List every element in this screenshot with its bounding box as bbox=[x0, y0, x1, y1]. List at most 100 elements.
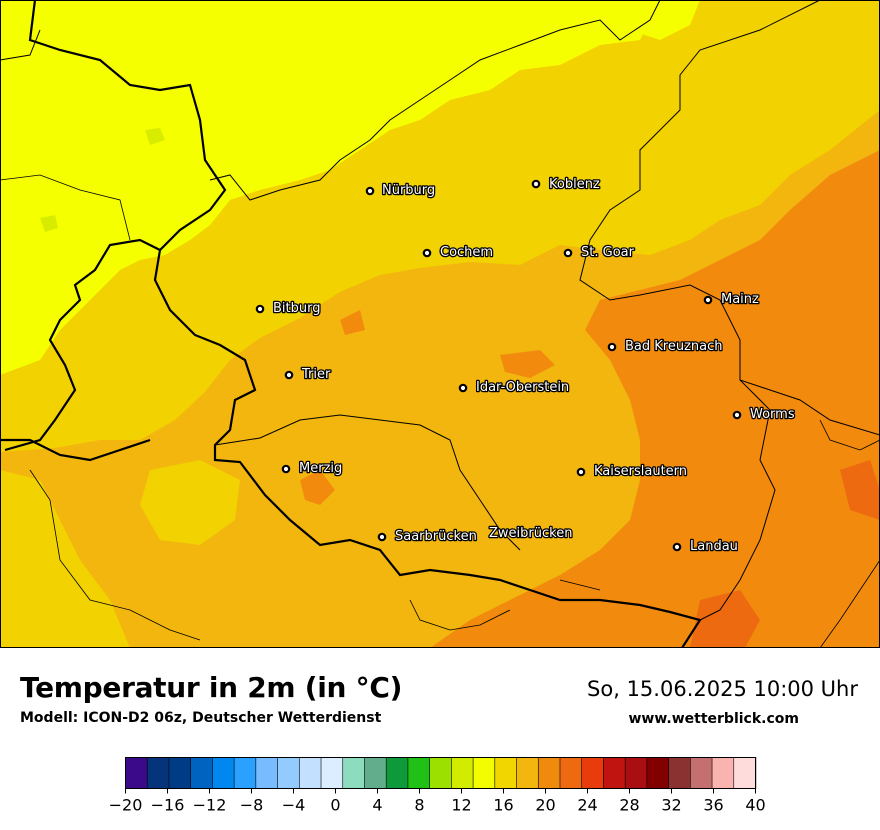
color-scale-tick-label: 16 bbox=[493, 796, 513, 815]
city-label: St. Goar bbox=[581, 245, 635, 260]
city-marker bbox=[531, 179, 541, 189]
color-scale-swatch bbox=[190, 757, 214, 789]
city-koblenz: Koblenz bbox=[531, 176, 601, 193]
city-marker bbox=[607, 342, 617, 352]
color-scale-swatches bbox=[125, 757, 757, 789]
city-mainz: Mainz bbox=[703, 291, 760, 308]
color-scale-swatch bbox=[559, 757, 583, 789]
temperature-map: Nürburg Koblenz Cochem St. Goar Bitburg … bbox=[0, 0, 880, 648]
city-label: Kaiserslautern bbox=[594, 464, 687, 479]
city-label: Merzig bbox=[299, 461, 342, 476]
city-marker bbox=[377, 532, 387, 542]
city-merzig: Merzig bbox=[281, 460, 344, 477]
color-scale: −20 −16 −12 −8 −4 0 4 8 12 16 20 24 28 32 36 40 bbox=[110, 757, 766, 815]
color-scale-tick-label: 8 bbox=[414, 796, 424, 815]
color-scale-tick-label: −20 bbox=[110, 796, 142, 815]
city-marker bbox=[703, 295, 713, 305]
city-marker bbox=[732, 410, 742, 420]
color-scale-swatch bbox=[320, 757, 344, 789]
model-subtitle: Modell: ICON-D2 06z, Deutscher Wetterdie… bbox=[20, 710, 382, 726]
temp-field-22-24-spot bbox=[340, 310, 555, 378]
city-label: Bitburg bbox=[273, 301, 321, 316]
city-st-goar: St. Goar bbox=[563, 244, 636, 261]
city-marker bbox=[672, 542, 682, 552]
city-bad-kreuznach: Bad Kreuznach bbox=[607, 338, 724, 355]
color-scale-swatch bbox=[537, 757, 561, 789]
temp-field-18-20-sw bbox=[0, 470, 130, 648]
temp-field-22-24 bbox=[430, 150, 880, 648]
color-scale-swatch bbox=[233, 757, 257, 789]
color-scale-swatch bbox=[472, 757, 496, 789]
color-scale-swatch bbox=[429, 757, 453, 789]
color-scale-swatch bbox=[690, 757, 713, 789]
borders bbox=[0, 0, 880, 648]
temp-field-16-18 bbox=[0, 0, 660, 375]
color-scale-swatch bbox=[451, 757, 474, 789]
color-scale-tick-label: 12 bbox=[451, 796, 471, 815]
color-scale-swatch bbox=[298, 757, 322, 789]
city-marker bbox=[284, 370, 294, 380]
city-idar-oberstein: Idar-Oberstein bbox=[458, 379, 570, 396]
city-nurburg: Nürburg bbox=[365, 182, 436, 199]
color-scale-tick-label: −12 bbox=[193, 796, 227, 815]
city-label: Nürburg bbox=[382, 183, 435, 198]
color-scale-frame bbox=[125, 757, 756, 789]
color-scale-swatch bbox=[516, 757, 539, 789]
color-scale-swatch bbox=[342, 757, 366, 789]
color-scale-tick-label: −8 bbox=[240, 796, 264, 815]
color-scale-swatch bbox=[407, 757, 431, 789]
country-border-lu-de bbox=[153, 249, 702, 648]
color-scale-tick-label: 24 bbox=[577, 796, 597, 815]
state-border-rp bbox=[0, 0, 880, 621]
city-label: Cochem bbox=[440, 245, 493, 260]
city-label: Landau bbox=[690, 539, 738, 554]
city-bitburg: Bitburg bbox=[255, 300, 322, 317]
color-scale-swatch bbox=[494, 757, 518, 789]
color-scale-tick-label: −4 bbox=[282, 796, 306, 815]
color-scale-tick-label: 40 bbox=[745, 796, 765, 815]
temp-field-16-18-patch bbox=[580, 0, 700, 40]
color-scale-swatch bbox=[668, 757, 692, 789]
color-scale-swatch bbox=[646, 757, 670, 789]
map-title: Temperatur in 2m (in °C) bbox=[20, 671, 403, 704]
city-zweibrucken: Zweibrücken bbox=[488, 525, 574, 543]
color-scale-swatch bbox=[212, 757, 235, 789]
color-scale-swatch bbox=[711, 757, 735, 789]
color-scale-swatch bbox=[364, 757, 387, 789]
country-border-fr-de bbox=[0, 438, 151, 462]
city-label: Idar-Oberstein bbox=[476, 380, 569, 395]
color-scale-swatch bbox=[168, 757, 192, 789]
website-link[interactable]: www.wetterblick.com bbox=[628, 711, 800, 727]
city-marker bbox=[458, 383, 468, 393]
city-landau: Landau bbox=[672, 538, 739, 555]
color-scale-swatch bbox=[624, 757, 648, 789]
city-label: Worms bbox=[750, 407, 795, 422]
city-label: Koblenz bbox=[549, 177, 600, 192]
color-scale-swatch bbox=[733, 757, 757, 789]
city-worms: Worms bbox=[732, 406, 796, 423]
temp-field-18-20-saar bbox=[140, 460, 240, 545]
city-label: Saarbrücken bbox=[395, 529, 477, 544]
color-scale-ticks: −20 −16 −12 −8 −4 0 4 8 12 16 20 24 28 32 36 40 bbox=[110, 788, 766, 815]
color-scale-tick-label: 36 bbox=[703, 796, 723, 815]
color-scale-swatch bbox=[277, 757, 300, 789]
color-scale-swatch bbox=[255, 757, 279, 789]
color-scale-swatch bbox=[125, 757, 148, 789]
temp-field-24-26 bbox=[690, 460, 880, 648]
city-cochem: Cochem bbox=[422, 244, 494, 261]
color-scale-swatch bbox=[581, 757, 605, 789]
temp-field-22-24-merzig bbox=[300, 470, 335, 505]
color-scale-tick-label: 0 bbox=[330, 796, 340, 815]
city-marker bbox=[422, 248, 432, 258]
city-label: Mainz bbox=[721, 292, 759, 307]
city-trier: Trier bbox=[284, 366, 332, 383]
color-scale-tick-label: 4 bbox=[372, 796, 382, 815]
district-lines bbox=[0, 174, 880, 648]
color-scale-tick-label: −16 bbox=[151, 796, 185, 815]
city-label: Trier bbox=[301, 367, 331, 382]
color-scale-tick-label: 32 bbox=[661, 796, 681, 815]
city-label: Bad Kreuznach bbox=[625, 339, 723, 354]
city-marker bbox=[281, 464, 291, 474]
city-saarbrucken: Saarbrücken bbox=[377, 528, 478, 545]
color-scale-tick-label: 20 bbox=[535, 796, 555, 815]
